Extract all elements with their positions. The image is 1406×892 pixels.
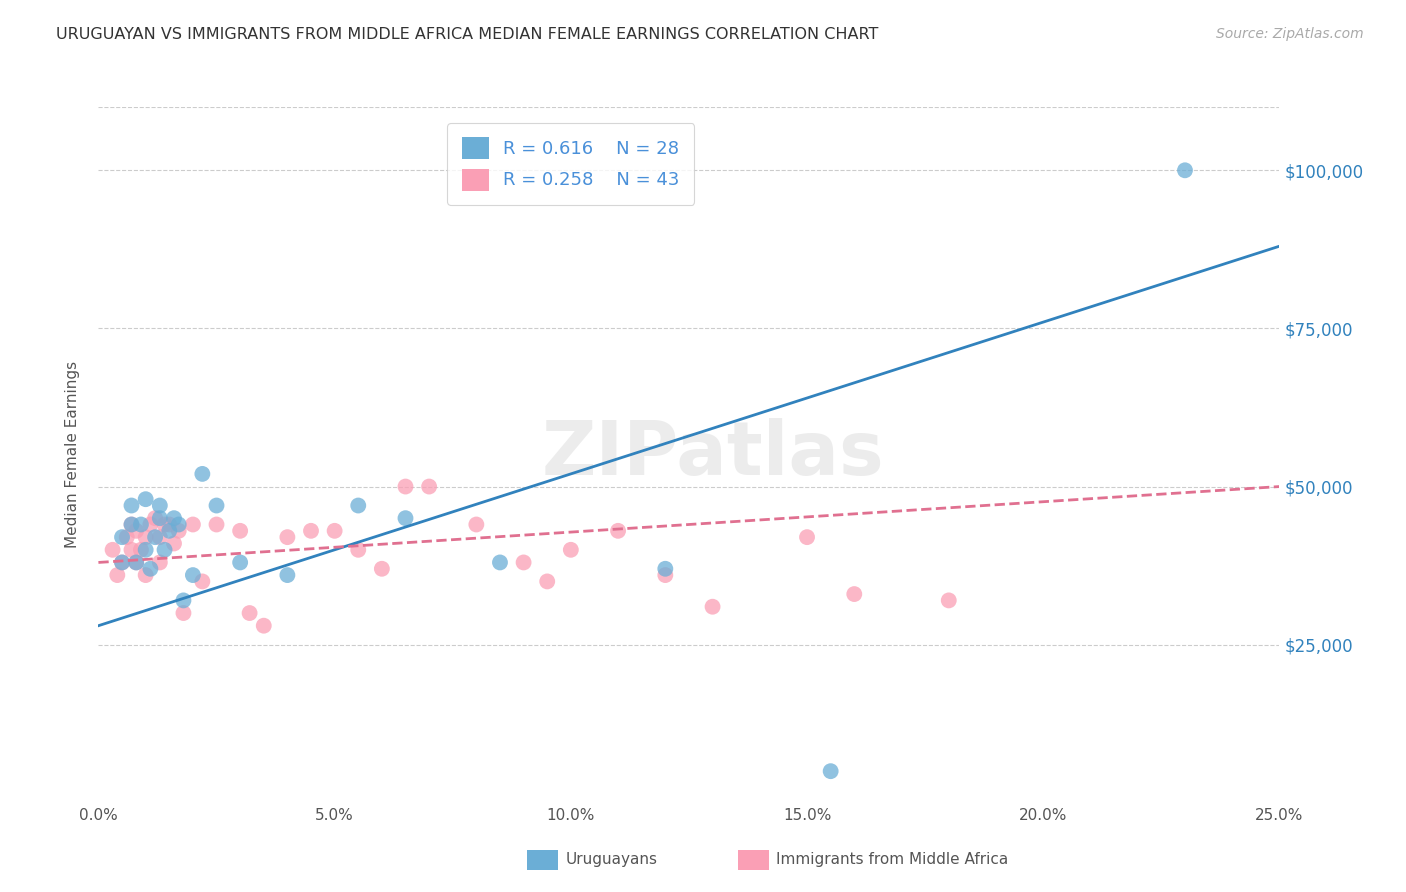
Point <box>121 517 143 532</box>
Point <box>181 568 204 582</box>
Point <box>149 511 172 525</box>
Point <box>323 524 346 538</box>
Point <box>844 587 866 601</box>
Legend: R = 0.616    N = 28, R = 0.258    N = 43: R = 0.616 N = 28, R = 0.258 N = 43 <box>447 123 695 205</box>
Point <box>149 530 172 544</box>
Point <box>143 530 166 544</box>
Text: Uruguayans: Uruguayans <box>565 853 657 867</box>
Point <box>101 542 124 557</box>
Point <box>139 517 162 532</box>
Point <box>938 593 960 607</box>
Point <box>276 530 298 544</box>
Point <box>167 517 190 532</box>
Point <box>135 530 157 544</box>
Point <box>121 517 143 532</box>
Point <box>153 517 176 532</box>
Point <box>607 524 630 538</box>
Point <box>465 517 488 532</box>
Point <box>143 511 166 525</box>
Point <box>125 556 148 570</box>
Point <box>105 568 128 582</box>
Point <box>135 492 157 507</box>
Point <box>394 511 416 525</box>
Point <box>536 574 558 589</box>
Text: URUGUAYAN VS IMMIGRANTS FROM MIDDLE AFRICA MEDIAN FEMALE EARNINGS CORRELATION CH: URUGUAYAN VS IMMIGRANTS FROM MIDDLE AFRI… <box>56 27 879 42</box>
Point <box>654 562 676 576</box>
Point <box>654 568 676 582</box>
Point <box>115 530 138 544</box>
Y-axis label: Median Female Earnings: Median Female Earnings <box>65 361 80 549</box>
Point <box>172 593 194 607</box>
Point <box>149 556 172 570</box>
Point <box>157 524 180 538</box>
Point <box>512 556 534 570</box>
Point <box>121 499 143 513</box>
Point <box>181 517 204 532</box>
Point <box>135 568 157 582</box>
Point <box>135 542 157 557</box>
Point <box>347 542 370 557</box>
Point <box>191 467 214 481</box>
Text: Immigrants from Middle Africa: Immigrants from Middle Africa <box>776 853 1008 867</box>
Point <box>129 517 152 532</box>
Point <box>347 499 370 513</box>
Point <box>299 524 322 538</box>
Point <box>253 618 276 632</box>
Text: ZIPatlas: ZIPatlas <box>541 418 884 491</box>
Point <box>153 542 176 557</box>
Point <box>121 542 143 557</box>
Point <box>229 524 252 538</box>
Point <box>276 568 298 582</box>
Point <box>560 542 582 557</box>
Point <box>125 524 148 538</box>
Point <box>205 499 228 513</box>
Point <box>418 479 440 493</box>
Point <box>229 556 252 570</box>
Point <box>702 599 724 614</box>
Point <box>796 530 818 544</box>
Point <box>139 562 162 576</box>
Point <box>371 562 394 576</box>
Point <box>111 530 134 544</box>
Point <box>191 574 214 589</box>
Point <box>163 536 186 550</box>
Point <box>125 556 148 570</box>
Point <box>489 556 512 570</box>
Text: Source: ZipAtlas.com: Source: ZipAtlas.com <box>1216 27 1364 41</box>
Point <box>1174 163 1197 178</box>
Point <box>157 517 180 532</box>
Point <box>111 556 134 570</box>
Point <box>820 764 842 779</box>
Point <box>149 499 172 513</box>
Point <box>205 517 228 532</box>
Point <box>394 479 416 493</box>
Point <box>167 524 190 538</box>
Point <box>111 556 134 570</box>
Point <box>163 511 186 525</box>
Point <box>239 606 262 620</box>
Point <box>172 606 194 620</box>
Point <box>129 542 152 557</box>
